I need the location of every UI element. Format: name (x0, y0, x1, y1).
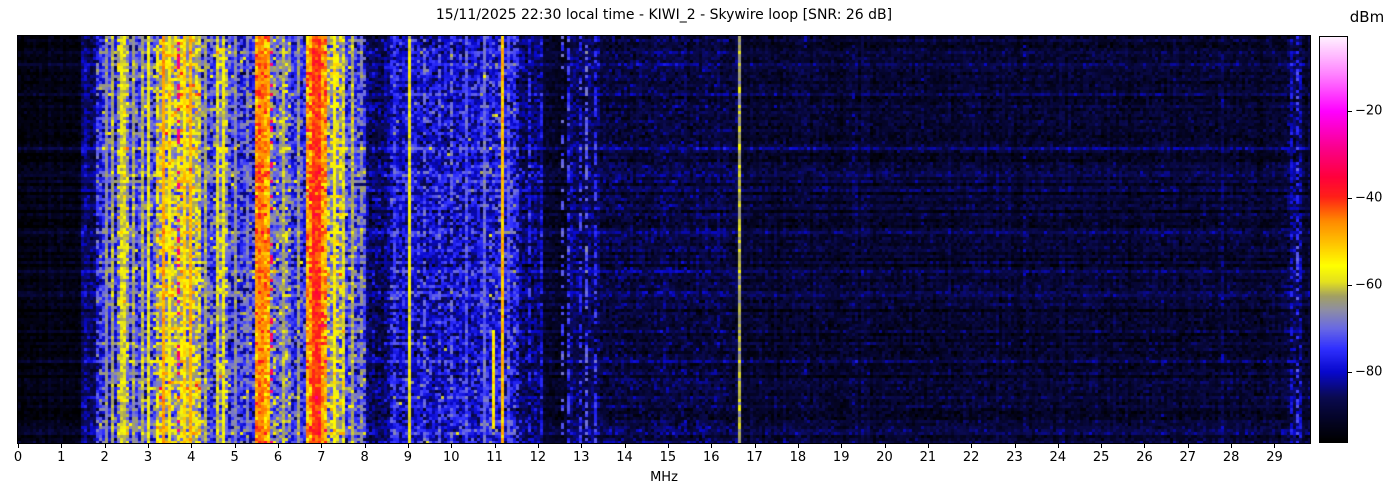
x-tick-label: 23 (1006, 450, 1023, 465)
x-tick-mark (104, 444, 106, 448)
colorbar-tick-mark (1348, 111, 1352, 113)
x-tick-mark (147, 444, 149, 448)
x-tick-label: 9 (403, 450, 413, 465)
x-tick-mark (277, 444, 279, 448)
x-tick-label: 28 (1222, 450, 1240, 465)
x-tick-mark (1014, 444, 1016, 448)
x-tick-mark (841, 444, 843, 448)
x-tick-mark (711, 444, 713, 448)
waterfall-plot-frame (17, 35, 1311, 444)
x-tick-mark (537, 444, 539, 448)
x-tick-mark (1274, 444, 1276, 448)
x-tick-label: 13 (572, 450, 590, 465)
x-tick-mark (364, 444, 366, 448)
x-tick-mark (1057, 444, 1059, 448)
x-tick-label: 2 (100, 450, 109, 465)
x-tick-mark (191, 444, 193, 448)
x-tick-mark (451, 444, 453, 448)
x-tick-mark (61, 444, 63, 448)
x-tick-mark (1187, 444, 1189, 448)
x-tick-mark (927, 444, 929, 448)
x-tick-label: 5 (230, 450, 239, 465)
x-tick-label: 26 (1136, 450, 1153, 465)
x-tick-label: 29 (1266, 450, 1283, 465)
x-tick-label: 25 (1092, 450, 1110, 465)
x-tick-label: 21 (919, 450, 937, 465)
x-tick-label: 22 (962, 450, 980, 465)
x-tick-mark (884, 444, 886, 448)
colorbar-unit-label: dBm (1349, 8, 1385, 26)
x-tick-label: 1 (57, 450, 66, 465)
x-tick-mark (1231, 444, 1233, 448)
x-tick-mark (234, 444, 236, 448)
x-tick-label: 10 (442, 450, 460, 465)
x-tick-label: 27 (1179, 450, 1197, 465)
x-tick-mark (1144, 444, 1146, 448)
x-tick-mark (494, 444, 496, 448)
waterfall-heatmap (18, 36, 1310, 443)
x-tick-mark (321, 444, 323, 448)
colorbar-gradient (1320, 37, 1347, 442)
x-tick-mark (797, 444, 799, 448)
x-tick-label: 7 (317, 450, 326, 465)
x-tick-mark (754, 444, 756, 448)
x-tick-mark (407, 444, 409, 448)
x-tick-label: 16 (702, 450, 720, 465)
x-tick-mark (18, 444, 19, 448)
x-tick-label: 12 (529, 450, 547, 465)
x-tick-label: 18 (789, 450, 807, 465)
x-axis-unit-label: MHz (650, 470, 678, 485)
colorbar-tick-mark (1348, 285, 1352, 287)
x-tick-label: 17 (746, 450, 763, 465)
x-tick-mark (624, 444, 626, 448)
colorbar-tick-mark (1348, 198, 1352, 200)
x-tick-label: 0 (13, 450, 23, 465)
x-tick-label: 4 (187, 450, 196, 465)
x-tick-label: 6 (273, 450, 283, 465)
x-tick-label: 3 (143, 450, 153, 465)
x-tick-label: 14 (616, 450, 633, 465)
x-tick-label: 8 (360, 450, 369, 465)
x-tick-label: 19 (832, 450, 850, 465)
x-tick-mark (1101, 444, 1103, 448)
x-tick-label: 20 (876, 450, 893, 465)
x-tick-label: 15 (659, 450, 677, 465)
colorbar-tick-label: −80 (1355, 364, 1383, 380)
colorbar-tick-label: −60 (1355, 277, 1383, 293)
x-tick-mark (971, 444, 973, 448)
x-tick-mark (581, 444, 583, 448)
x-tick-mark (667, 444, 669, 448)
colorbar-tick-mark (1348, 372, 1352, 374)
x-tick-label: 11 (486, 450, 503, 465)
x-tick-label: 24 (1049, 450, 1067, 465)
colorbar-tick-label: −20 (1355, 103, 1383, 119)
colorbar (1319, 36, 1348, 443)
colorbar-tick-label: −40 (1355, 190, 1383, 206)
chart-title: 15/11/2025 22:30 local time - KIWI_2 - S… (435, 7, 893, 23)
